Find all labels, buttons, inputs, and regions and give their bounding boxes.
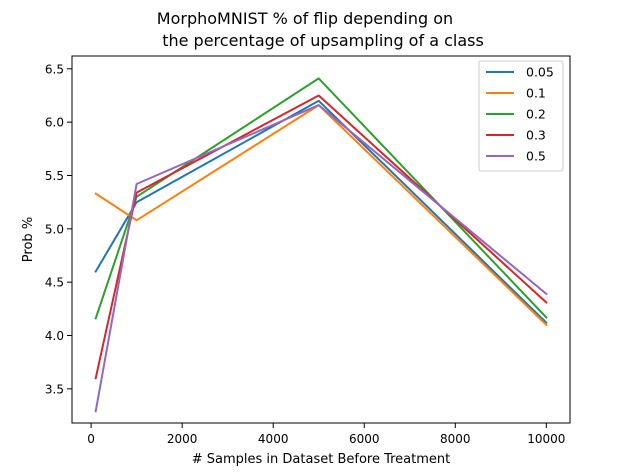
plot-frame <box>71 55 571 424</box>
y-tick-label: 5.5 <box>45 169 64 183</box>
series-line-4 <box>94 104 548 413</box>
x-axis-label: # Samples in Dataset Before Treatment <box>192 452 450 467</box>
y-tick-label: 4.0 <box>45 329 64 343</box>
legend-label-1: 0.1 <box>526 86 546 101</box>
legend-label-4: 0.5 <box>526 149 546 164</box>
y-tick-label: 6.0 <box>45 116 64 130</box>
chart-title-line-2: the percentage of upsampling of a class <box>162 31 484 50</box>
legend-label-0: 0.05 <box>526 65 554 80</box>
y-axis-label: Prob % <box>21 217 36 262</box>
x-tick-label: 10000 <box>527 432 565 446</box>
x-tick-label: 0 <box>87 432 95 446</box>
x-tick-label: 4000 <box>258 432 289 446</box>
x-tick-label: 2000 <box>167 432 198 446</box>
legend-label-3: 0.3 <box>526 128 546 143</box>
y-tick-label: 6.5 <box>45 62 64 76</box>
series-line-0 <box>94 99 548 325</box>
series-line-1 <box>94 104 548 327</box>
x-tick-label: 8000 <box>440 432 471 446</box>
legend-frame <box>478 60 564 172</box>
legend: 0.05 0.1 0.2 0.3 0.5 <box>478 60 564 172</box>
legend-label-2: 0.2 <box>526 107 546 122</box>
y-axis-ticks: 3.5 4.0 4.5 5.0 5.5 6.0 6.5 <box>45 62 72 396</box>
y-tick-label: 3.5 <box>45 382 64 396</box>
chart-title-line-1: MorphoMNIST % of flip depending on <box>157 9 453 28</box>
y-tick-label: 5.0 <box>45 222 64 236</box>
series-layer <box>94 77 548 413</box>
x-axis-ticks: 0 2000 4000 6000 8000 10000 <box>87 423 565 446</box>
y-tick-label: 4.5 <box>45 276 64 290</box>
x-tick-label: 6000 <box>349 432 380 446</box>
